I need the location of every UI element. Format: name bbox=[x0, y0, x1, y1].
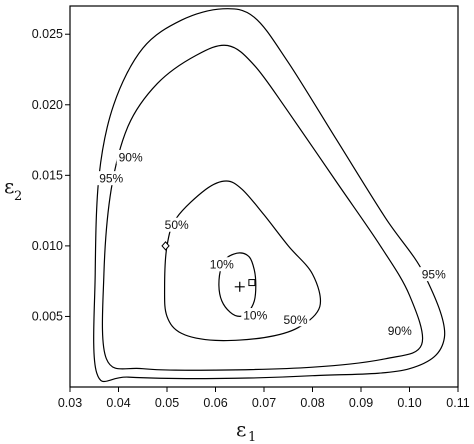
x-tick-label: 0.04 bbox=[106, 396, 130, 410]
contour-label-background bbox=[207, 257, 236, 272]
contour-label-background bbox=[162, 217, 191, 232]
contour-line-50-percent bbox=[163, 180, 322, 342]
y-tick-label: 0.015 bbox=[32, 168, 63, 182]
point-markers bbox=[161, 241, 256, 292]
x-tick-label: 0.03 bbox=[58, 396, 82, 410]
contour-labels: 10% 10% 50% 50% 90% 90% 95% 95% bbox=[97, 149, 448, 338]
contour-label-10-percent: 10% bbox=[210, 258, 234, 272]
contour-label-background bbox=[116, 149, 145, 164]
x-tick-label: 0.11 bbox=[446, 396, 469, 410]
x-tick-label: 0.09 bbox=[349, 396, 373, 410]
contour-label-95-percent: 95% bbox=[422, 268, 446, 282]
x-tick-label: 0.07 bbox=[252, 396, 276, 410]
contour-line-10-percent bbox=[218, 252, 257, 318]
contour-label-background bbox=[281, 312, 310, 327]
axis-ticks: 0.03 0.04 0.05 0.06 0.07 0.08 0.09 0.10 0.11 0.00… bbox=[32, 27, 470, 410]
y-tick-label: 0.020 bbox=[32, 98, 63, 112]
contour-label-background bbox=[97, 171, 126, 186]
square-marker bbox=[248, 279, 256, 287]
contour-line-90-percent bbox=[101, 44, 424, 371]
contour-label-90-percent: 90% bbox=[388, 324, 412, 338]
x-tick-label: 0.05 bbox=[155, 396, 179, 410]
contour-line-95-percent bbox=[93, 8, 446, 383]
y-axis-title: ε 2 bbox=[4, 174, 22, 204]
contour-label-background bbox=[241, 308, 270, 323]
y-axis-label-subscript: 2 bbox=[14, 189, 22, 204]
y-tick-label: 0.010 bbox=[32, 239, 63, 253]
contour-label-95-percent: 95% bbox=[99, 172, 123, 186]
contour-label-50-percent: 50% bbox=[165, 218, 189, 232]
x-tick-label: 0.08 bbox=[300, 396, 324, 410]
x-tick-label: 0.10 bbox=[397, 396, 421, 410]
x-axis-label-subscript: 1 bbox=[248, 430, 256, 444]
y-tick-label: 0.025 bbox=[32, 27, 63, 41]
contour-label-background bbox=[419, 267, 448, 282]
x-tick-label: 0.06 bbox=[203, 396, 227, 410]
contour-lines bbox=[93, 8, 446, 383]
contour-label-50-percent: 50% bbox=[284, 313, 308, 327]
x-axis-title: ε 1 bbox=[236, 417, 256, 444]
cross-marker bbox=[234, 281, 245, 292]
y-axis-label: ε bbox=[4, 174, 14, 198]
contour-label-10-percent: 10% bbox=[243, 309, 267, 323]
diamond-marker bbox=[161, 241, 170, 251]
contour-label-90-percent: 90% bbox=[119, 150, 143, 164]
contour-label-background bbox=[385, 323, 414, 338]
y-tick-label: 0.005 bbox=[32, 309, 63, 323]
x-axis-label: ε bbox=[236, 417, 246, 441]
